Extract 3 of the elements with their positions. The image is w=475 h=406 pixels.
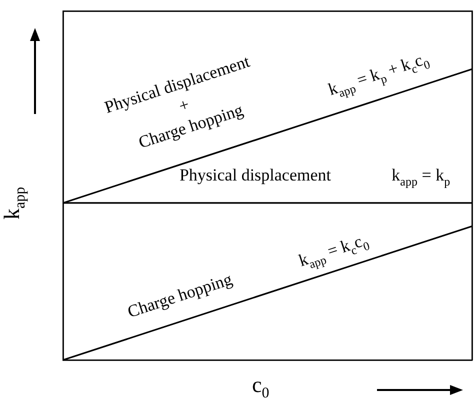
x-axis-title: c$_{0}$ [252, 372, 270, 402]
annotation: Charge hopping [125, 269, 235, 322]
annotation: Physical displacement [179, 165, 332, 184]
